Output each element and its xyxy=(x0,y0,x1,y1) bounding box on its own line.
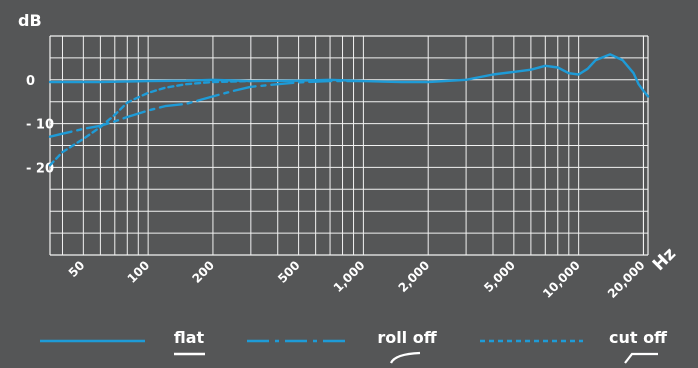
chart-grid xyxy=(49,35,649,256)
x-tick-label: 100 xyxy=(125,258,153,286)
x-tick-label: 50 xyxy=(66,258,88,280)
x-tick-label: 1,000 xyxy=(331,258,368,295)
x-tick-label: 200 xyxy=(189,258,217,286)
legend-mark-roll-off xyxy=(389,351,421,364)
legend-label-cut-off: cut off xyxy=(609,328,668,347)
chart-legend: flat roll off cut off xyxy=(40,328,668,364)
series-line-roll-off xyxy=(48,79,365,138)
legend-label-flat: flat xyxy=(174,328,205,347)
legend-mark-cut-off xyxy=(624,352,658,364)
y-tick-label: 0 xyxy=(26,74,35,89)
x-tick-label: 500 xyxy=(275,258,303,286)
x-tick-label: 2,000 xyxy=(396,258,433,295)
x-axis-ticks: 50 100 200 500 1,000 2,000 5,000 10,000 20,000 xyxy=(66,258,648,301)
series-line-flat xyxy=(48,53,650,98)
y-tick-label: - 20 xyxy=(26,161,54,176)
x-axis-unit: Hz xyxy=(649,244,680,275)
y-axis-ticks: 0 - 10 - 20 xyxy=(26,74,54,177)
x-tick-label: 5,000 xyxy=(481,258,518,295)
y-tick-label: - 10 xyxy=(26,118,54,133)
chart-series xyxy=(48,53,650,167)
x-tick-label: 20,000 xyxy=(605,258,648,301)
x-tick-label: 10,000 xyxy=(540,258,583,301)
series-line-cut-off xyxy=(48,79,252,167)
legend-label-roll-off: roll off xyxy=(377,328,437,347)
y-axis-label: dB xyxy=(18,11,42,30)
